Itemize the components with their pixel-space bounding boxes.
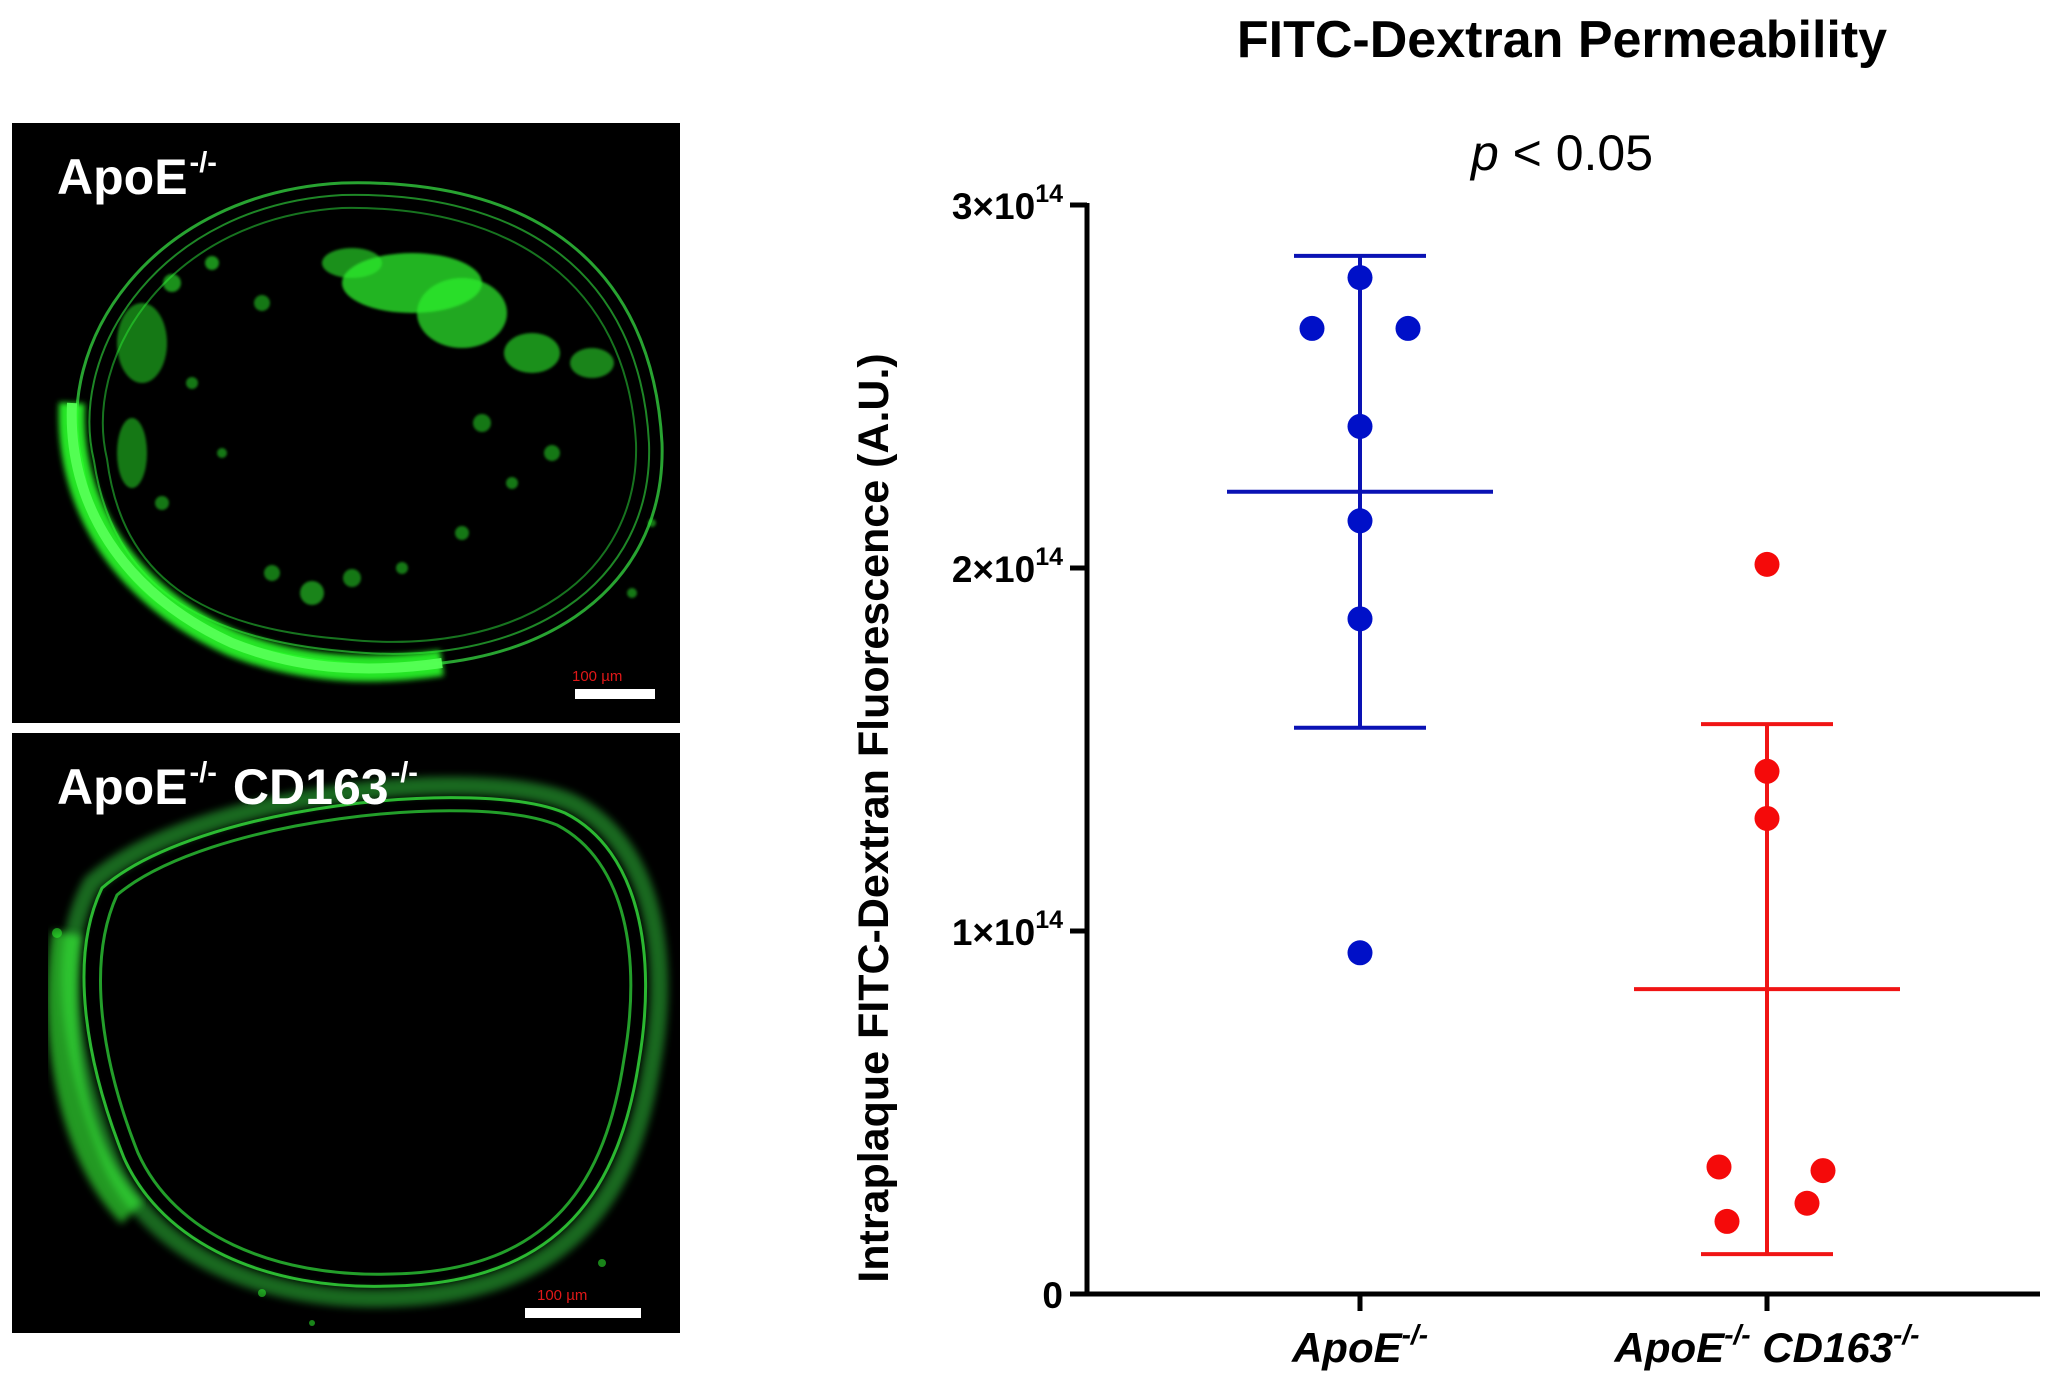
artery-cross-section-image: [47, 776, 669, 1326]
chart-subtitle: p < 0.05: [1469, 125, 1653, 181]
y-tick-label: 0: [1042, 1275, 1063, 1316]
data-point: [1754, 551, 1780, 577]
x-category-label: ApoE-/- CD163-/-: [1614, 1319, 1920, 1371]
series-layer: [1227, 253, 1900, 1257]
panel-label-apoe: ApoE-/-: [57, 147, 217, 205]
scale-bar-label: 100 µm: [537, 1287, 588, 1304]
series-group: [1634, 551, 1900, 1257]
p-symbol: p: [1469, 125, 1499, 181]
data-point: [1706, 1154, 1732, 1180]
scale-bar: [525, 1308, 641, 1318]
data-point: [1754, 805, 1780, 831]
data-point: [1810, 1158, 1836, 1184]
data-point: [1347, 265, 1373, 291]
p-value: < 0.05: [1499, 125, 1653, 181]
data-point: [1299, 315, 1325, 341]
artery-cross-section-image: [58, 181, 664, 682]
genotype-label: ApoE: [57, 759, 188, 815]
axes: 0 1×1014 2×1014 3×1014: [952, 180, 2040, 1316]
y-axis-label: Intraplaque FITC-Dextran Fluorescence (A…: [850, 353, 898, 1282]
genotype-label-second: CD163: [232, 759, 389, 815]
data-point: [1395, 315, 1421, 341]
genotype-superscript: -/-: [189, 147, 217, 179]
y-tick-label: 2×1014: [952, 543, 1063, 590]
data-point: [1347, 413, 1373, 439]
data-point: [1794, 1190, 1820, 1216]
panel-label-apoe-cd163: ApoE-/- CD163-/-: [57, 757, 418, 815]
genotype-superscript: -/-: [189, 757, 217, 789]
y-tick-label: 3×1014: [952, 180, 1063, 227]
data-point: [1714, 1208, 1740, 1234]
genotype-label: ApoE: [57, 149, 188, 205]
series-group: [1227, 253, 1493, 966]
data-point: [1347, 508, 1373, 534]
x-category-label: ApoE-/-: [1291, 1319, 1428, 1371]
chart-title: FITC-Dextran Permeability: [1237, 11, 1887, 69]
data-point: [1347, 940, 1373, 966]
micrograph-apoe-cd163: ApoE-/- CD163-/- 100 µm: [12, 733, 680, 1333]
scale-bar: [575, 689, 655, 699]
data-point: [1347, 606, 1373, 632]
x-axis-categories: ApoE-/- ApoE-/- CD163-/-: [1291, 1319, 1920, 1371]
genotype-second-superscript: -/-: [390, 757, 418, 789]
micrograph-apoe: ApoE-/- 100 µm: [12, 123, 680, 723]
data-point: [1754, 758, 1780, 784]
y-tick-label: 1×1014: [952, 906, 1063, 953]
scale-bar-label: 100 µm: [572, 668, 623, 685]
